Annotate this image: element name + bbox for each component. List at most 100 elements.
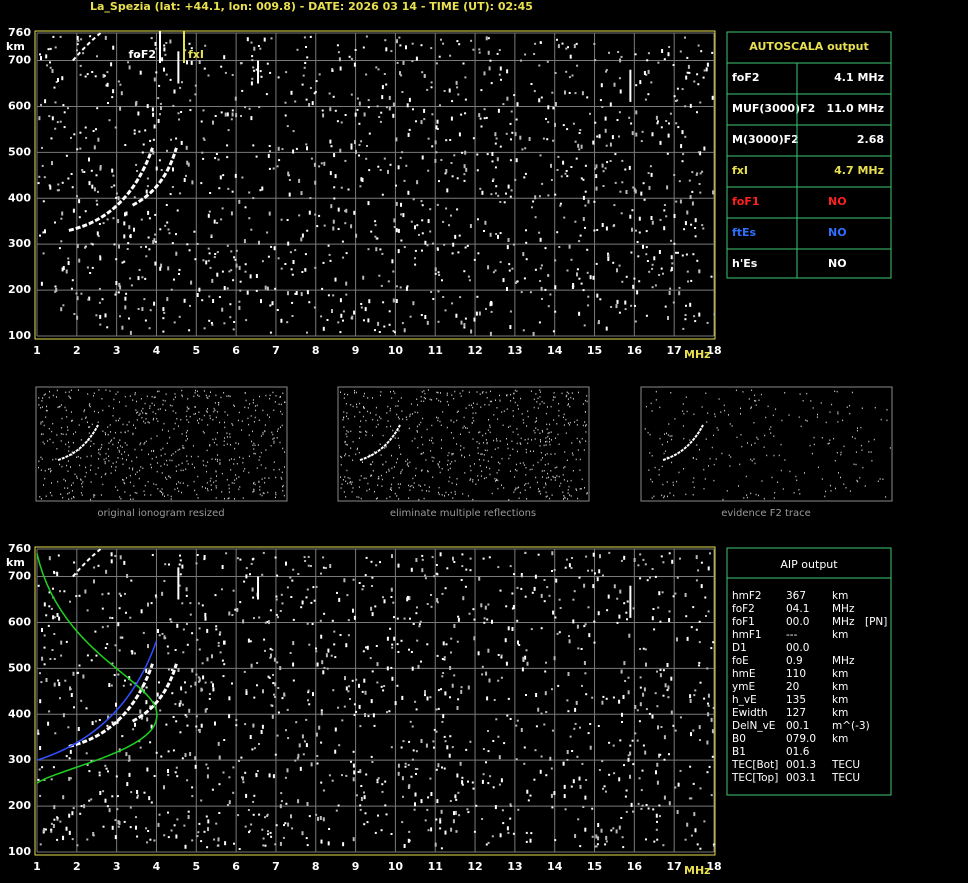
echo-dot xyxy=(255,773,258,778)
echo-dot xyxy=(678,291,681,296)
thumb-dot xyxy=(451,461,453,463)
echo-dot xyxy=(96,203,99,206)
thumb-dot xyxy=(415,474,416,477)
thumb-dot xyxy=(489,426,491,428)
echo-dot xyxy=(679,199,682,204)
echo-dot xyxy=(512,605,515,609)
thumb-dot xyxy=(459,392,461,395)
echo-dot xyxy=(358,143,361,146)
echo-dot xyxy=(95,174,98,177)
echo-dot xyxy=(646,260,649,262)
echo-dot xyxy=(48,184,51,187)
thumb-dot xyxy=(386,497,388,500)
echo-dot xyxy=(280,800,283,803)
echo-dot xyxy=(148,796,151,801)
echo-dot xyxy=(355,710,358,713)
thumb-dot xyxy=(498,469,500,471)
thumb-dot xyxy=(716,427,718,429)
thumb-dot xyxy=(237,419,239,422)
echo-dot xyxy=(456,40,459,43)
thumb-dot xyxy=(162,403,164,406)
echo-dot xyxy=(361,690,364,693)
echo-dot xyxy=(482,773,485,776)
thumb-dot xyxy=(709,457,711,460)
echo-dot xyxy=(231,109,234,112)
echo-dot xyxy=(681,88,684,91)
echo-dot xyxy=(70,287,73,290)
echo-dot xyxy=(524,172,527,175)
echo-dot xyxy=(421,249,423,252)
echo-dot xyxy=(347,188,350,191)
echo-dot xyxy=(352,837,355,842)
thumb-dot xyxy=(124,442,126,444)
echo-dot xyxy=(320,162,323,165)
echo-dot xyxy=(436,127,439,130)
thumb-dot xyxy=(255,409,257,412)
thumb-dot xyxy=(393,466,395,468)
thumb-dot xyxy=(882,478,884,480)
thumb-dot xyxy=(259,493,261,496)
echo-dot xyxy=(358,122,361,125)
thumb-dot xyxy=(653,495,655,498)
thumb-dot xyxy=(174,422,176,425)
thumb-dot xyxy=(360,420,362,422)
echo-dot xyxy=(331,779,334,782)
thumb-dot xyxy=(252,430,253,433)
echo-dot xyxy=(616,268,618,273)
echo-dot xyxy=(223,55,226,60)
echo-dot xyxy=(698,620,701,623)
thumb-dot xyxy=(543,444,545,447)
thumb-dot xyxy=(216,475,217,477)
thumb-dot xyxy=(203,390,205,392)
echo-dot xyxy=(65,640,68,643)
thumb-dot xyxy=(540,459,542,461)
echo-dot xyxy=(276,734,279,737)
thumb-dot xyxy=(348,455,350,457)
thumb-dot xyxy=(537,429,539,431)
thumb-dot xyxy=(377,484,379,486)
echo-dot xyxy=(487,265,490,270)
thumb-dot xyxy=(539,490,541,492)
echo-dot xyxy=(674,786,677,789)
thumb-dot xyxy=(409,489,411,491)
x-tick-label: 16 xyxy=(627,860,643,873)
thumb-dot xyxy=(670,392,672,394)
echo-dot xyxy=(450,162,453,164)
echo-dot xyxy=(582,806,585,808)
thumb-dot xyxy=(135,427,137,429)
echo-dot xyxy=(483,117,486,120)
echo-dot xyxy=(62,795,65,800)
echo-dot xyxy=(437,320,440,323)
echo-dot xyxy=(214,594,217,597)
thumb-dot xyxy=(456,411,458,413)
thumb-dot xyxy=(179,448,181,451)
thumb-dot xyxy=(506,408,508,410)
echo-dot xyxy=(677,251,679,254)
echo-dot xyxy=(162,330,165,333)
echo-dot xyxy=(136,794,139,797)
echo-dot xyxy=(114,835,117,840)
thumb-dot xyxy=(278,403,280,405)
thumb-dot xyxy=(262,409,264,412)
echo-dot xyxy=(596,843,599,846)
echo-dot xyxy=(278,159,281,162)
thumb-dot xyxy=(485,391,487,394)
thumb-dot xyxy=(269,397,271,400)
echo-dot xyxy=(634,189,637,194)
echo-dot xyxy=(643,71,646,75)
echo-dot xyxy=(630,304,633,307)
thumb-dot xyxy=(203,414,205,417)
thumb-dot xyxy=(45,409,47,412)
echo-dot xyxy=(203,555,206,559)
echo-dot xyxy=(172,716,175,718)
thumb-dot xyxy=(43,484,44,486)
thumb-dot xyxy=(561,392,563,395)
echo-dot xyxy=(367,318,370,323)
thumb-dot xyxy=(479,431,481,433)
echo-dot xyxy=(163,580,166,582)
echo-dot xyxy=(599,99,602,102)
thumb-dot xyxy=(93,494,95,496)
thumb-dot xyxy=(729,423,731,425)
echo-dot xyxy=(575,157,578,160)
thumb-dot xyxy=(486,449,488,452)
